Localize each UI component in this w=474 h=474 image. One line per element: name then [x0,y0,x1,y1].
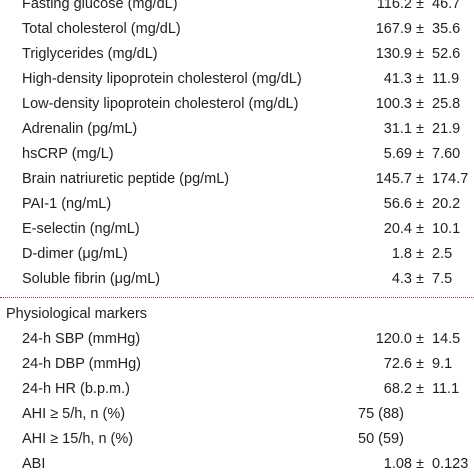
row-label: Adrenalin (pg/mL) [22,121,138,137]
cell-mean: 5.69 [383,146,412,162]
row-label: Brain natriuretic peptide (pg/mL) [22,171,230,187]
cell-sd: 7.5 [432,271,453,287]
cell-sd: 52.6 [432,46,461,62]
cell-pm: ± [416,171,424,187]
cell-mean: 145.7 [375,171,412,187]
cell-pm: ± [416,146,424,162]
cell-mean: 1.8 [391,246,412,262]
cell-sd: 21.9 [432,121,461,137]
cell-pm: ± [416,271,424,287]
cell-pm: ± [416,21,424,37]
cell-sd: 46.7 [432,0,461,12]
row-label: hsCRP (mg/L) [22,146,114,162]
cell-mean: 41.3 [383,71,412,87]
row-label: E-selectin (ng/mL) [22,221,140,237]
row-label: 24-h SBP (mmHg) [22,331,141,347]
row-label: High-density lipoprotein cholesterol (mg… [22,71,302,87]
cell-mean: 31.1 [383,121,412,137]
cell-pm: ± [416,246,424,262]
cell-pm: ± [416,356,424,372]
cell-sd: 35.6 [432,21,461,37]
cell-mean: 130.9 [375,46,412,62]
cell-value: 75 (88) [358,406,404,422]
cell-sd: 25.8 [432,96,461,112]
cell-mean: 100.3 [375,96,412,112]
cell-mean: 56.6 [383,196,412,212]
cell-pm: ± [416,46,424,62]
cell-pm: ± [416,331,424,347]
cell-mean: 72.6 [383,356,412,372]
cell-mean: 4.3 [391,271,412,287]
row-label: AHI ≥ 15/h, n (%) [22,431,134,447]
row-label: Fasting glucose (mg/dL) [22,0,178,12]
cell-sd: 14.5 [432,331,461,347]
cell-pm: ± [416,71,424,87]
section-divider [0,297,474,298]
cell-mean: 68.2 [383,381,412,397]
cell-sd: 174.7 [432,171,469,187]
cell-sd: 20.2 [432,196,461,212]
cell-pm: ± [416,196,424,212]
cell-pm: ± [416,121,424,137]
cell-pm: ± [416,221,424,237]
section-title: Physiological markers [6,306,148,322]
row-label: Total cholesterol (mg/dL) [22,21,181,37]
row-label: 24-h HR (b.p.m.) [22,381,130,397]
cell-mean: 167.9 [375,21,412,37]
cell-sd: 0.123 [432,456,469,472]
cell-sd: 11.1 [432,381,460,397]
row-label: 24-h DBP (mmHg) [22,356,141,372]
cell-mean: 20.4 [383,221,412,237]
row-label: D-dimer (μg/mL) [22,246,128,262]
cell-value: 50 (59) [358,431,404,447]
cell-sd: 11.9 [432,71,460,87]
cell-sd: 9.1 [432,356,453,372]
cell-pm: ± [416,381,424,397]
row-label: Soluble fibrin (μg/mL) [22,271,161,287]
cell-pm: ± [416,96,424,112]
row-label: Low-density lipoprotein cholesterol (mg/… [22,96,299,112]
cell-sd: 10.1 [432,221,461,237]
cell-pm: ± [416,456,424,472]
row-label: Triglycerides (mg/dL) [22,46,158,62]
cell-mean: 116.2 [376,0,412,12]
cell-mean: 1.08 [383,456,412,472]
cell-mean: 120.0 [375,331,412,347]
row-label: PAI-1 (ng/mL) [22,196,112,212]
row-label: ABI [22,456,46,472]
cell-sd: 7.60 [432,146,461,162]
cell-sd: 2.5 [432,246,453,262]
cell-pm: ± [416,0,424,12]
row-label: AHI ≥ 5/h, n (%) [22,406,126,422]
